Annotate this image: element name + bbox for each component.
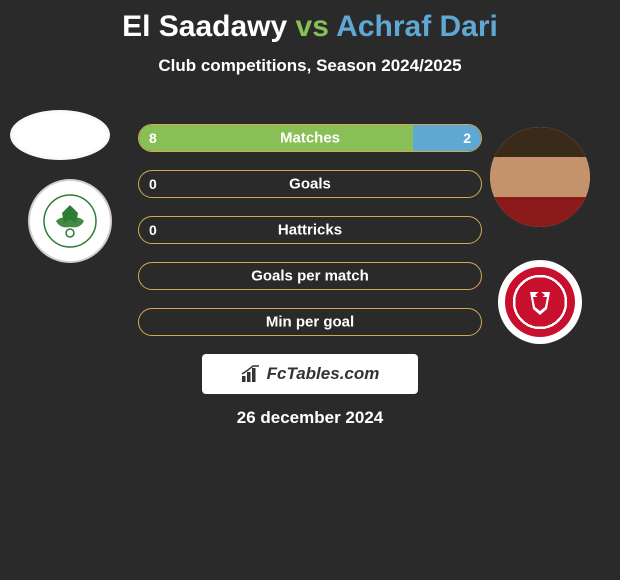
stat-label: Goals (139, 176, 481, 193)
infographic-container: El Saadawy vs Achraf Dari Club competiti… (0, 0, 620, 580)
player1-avatar (10, 110, 110, 160)
player1-club-badge (28, 179, 112, 263)
stat-value-left: 8 (149, 130, 157, 146)
date-text: 26 december 2024 (0, 408, 620, 428)
title-player1: El Saadawy (122, 10, 287, 43)
stat-bar: Goals0 (138, 170, 482, 198)
title-player2: Achraf Dari (336, 10, 498, 43)
stat-label: Goals per match (139, 268, 481, 285)
branding-text: FcTables.com (267, 364, 380, 384)
stat-label: Min per goal (139, 314, 481, 331)
stat-label: Hattricks (139, 222, 481, 239)
stat-label: Matches (139, 130, 481, 147)
branding-badge: FcTables.com (202, 354, 418, 394)
stat-bar: Min per goal (138, 308, 482, 336)
stat-value-right: 2 (463, 130, 471, 146)
title-vs: vs (296, 10, 329, 43)
subtitle: Club competitions, Season 2024/2025 (0, 56, 620, 76)
player2-avatar (490, 127, 590, 227)
club-left-emblem (40, 191, 100, 251)
stat-value-left: 0 (149, 176, 157, 192)
stat-value-left: 0 (149, 222, 157, 238)
stat-bar: Goals per match (138, 262, 482, 290)
stats-panel: Matches82Goals0Hattricks0Goals per match… (138, 124, 482, 354)
player2-face (490, 127, 590, 227)
stat-bar: Matches8 2 (138, 124, 482, 152)
club-right-emblem (505, 267, 575, 337)
player2-club-badge (498, 260, 582, 344)
stat-bar: Hattricks0 (138, 216, 482, 244)
chart-icon (241, 365, 261, 383)
page-title: El Saadawy vs Achraf Dari (0, 0, 620, 44)
